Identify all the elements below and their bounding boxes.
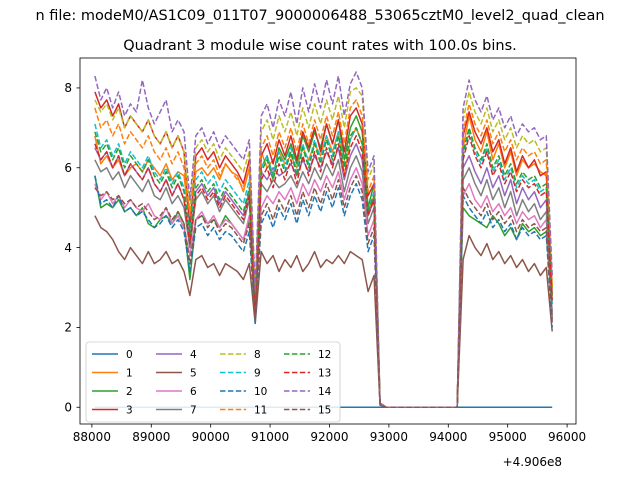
series-line-14 [94, 71, 553, 408]
x-tick-label: 93000 [370, 430, 408, 444]
x-tick-label: 94000 [429, 430, 467, 444]
series-line-15 [94, 174, 553, 408]
series-line-9 [94, 123, 553, 408]
x-offset-label: +4.906e8 [503, 455, 562, 469]
legend-label-15: 15 [318, 405, 331, 417]
legend-label-5: 5 [190, 368, 197, 380]
series-line-13 [94, 135, 553, 408]
legend-label-3: 3 [126, 405, 133, 417]
x-tick-label: 92000 [310, 430, 348, 444]
x-tick-label: 88000 [73, 430, 111, 444]
legend-label-14: 14 [318, 386, 332, 398]
y-tick-label: 8 [64, 81, 72, 95]
legend-label-7: 7 [190, 405, 197, 417]
legend-label-10: 10 [254, 386, 267, 398]
legend-label-1: 1 [126, 368, 133, 380]
y-tick-label: 4 [64, 241, 72, 255]
y-tick-label: 2 [64, 321, 72, 335]
series-layer [94, 71, 553, 408]
legend-label-11: 11 [254, 405, 267, 417]
series-line-8 [94, 87, 553, 408]
legend-label-2: 2 [126, 386, 133, 398]
legend-label-9: 9 [254, 368, 261, 380]
series-line-12 [94, 127, 553, 408]
x-tick-label: 91000 [251, 430, 289, 444]
axes-layer: 88000 89000 90000 91000 92000 93000 94000 95000… [64, 57, 586, 444]
series-line-6 [94, 167, 553, 408]
legend-label-4: 4 [190, 349, 197, 361]
plot-frame [79, 57, 577, 425]
x-tick-label: 95000 [489, 430, 527, 444]
x-tick-label: 96000 [548, 430, 586, 444]
y-tick-label: 0 [64, 401, 72, 415]
series-line-11 [94, 99, 553, 408]
x-tick-label: 89000 [132, 430, 170, 444]
x-tick-label: 90000 [192, 430, 230, 444]
legend-label-12: 12 [318, 349, 331, 361]
series-line-7 [94, 155, 553, 408]
chart-title: Quadrant 3 module wise count rates with … [123, 38, 517, 54]
legend-label-0: 0 [126, 349, 133, 361]
series-line-2 [94, 115, 553, 408]
legend-box [85, 341, 341, 423]
legend-label-6: 6 [190, 386, 197, 398]
legend-label-8: 8 [254, 349, 261, 361]
series-line-10 [94, 175, 553, 408]
series-line-5 [94, 215, 553, 408]
legend-label-13: 13 [318, 368, 331, 380]
figure-suptitle: n file: modeM0/AS1C09_011T07_9000006488_… [35, 8, 604, 24]
y-tick-label: 6 [64, 161, 72, 175]
